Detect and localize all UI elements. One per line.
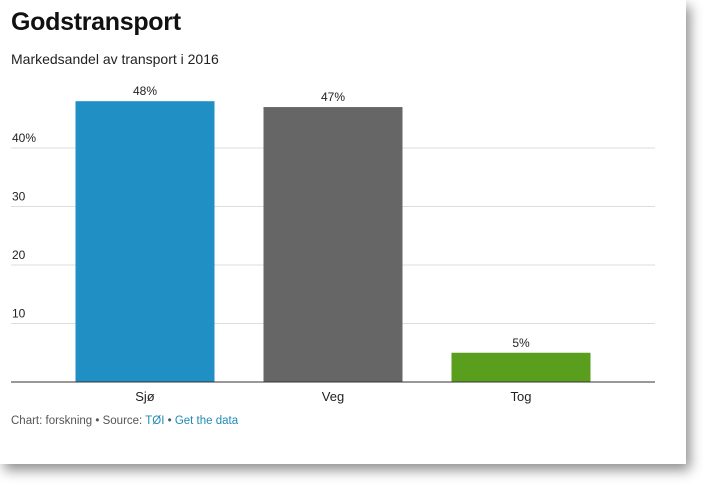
data-labels: 48% 47% 5% [133,84,530,350]
source-link[interactable]: TØI [145,415,165,427]
chart-subtitle: Markedsandel av transport i 2016 [11,51,219,67]
y-axis-ticks: 10 20 30 40% [12,131,36,321]
data-label: 47% [321,90,345,104]
bar-veg[interactable] [263,107,403,383]
data-label: 48% [133,84,157,98]
bars [75,101,591,383]
y-tick-label: 30 [12,190,26,204]
chart-credit: Chart: forskning [11,415,93,427]
y-tick-label: 40% [12,131,36,145]
x-tick-label: Veg [322,389,344,404]
footer-separator: • Source: [92,415,146,427]
bar-chart: 10 20 30 40% 48% 47% 5% Sjø Veg Tog [11,84,655,404]
y-tick-label: 20 [12,248,26,262]
chart-footer: Chart: forskning • Source: TØI • Get the… [11,415,238,427]
data-label: 5% [512,336,530,350]
chart-title: Godstransport [11,8,181,36]
chart-card: Godstransport Markedsandel av transport … [11,8,655,427]
footer-separator: • [164,415,175,427]
get-data-link[interactable]: Get the data [174,415,239,427]
x-tick-label: Tog [511,389,532,404]
bar-tog[interactable] [451,352,591,382]
bar-sjø[interactable] [75,101,215,382]
x-axis-ticks: Sjø Veg Tog [135,389,531,404]
x-tick-label: Sjø [135,389,155,404]
y-tick-label: 10 [12,307,26,321]
